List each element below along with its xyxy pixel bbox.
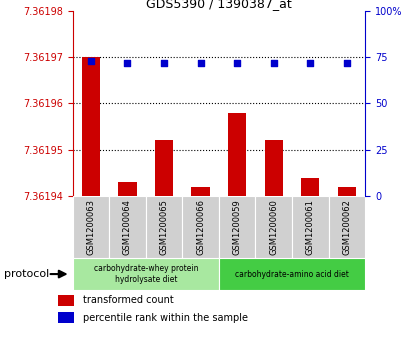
Text: GSM1200059: GSM1200059 [233, 199, 242, 255]
Text: GSM1200061: GSM1200061 [306, 199, 315, 255]
Text: protocol: protocol [4, 269, 49, 279]
Bar [58, 295, 74, 306]
Bar [256, 196, 292, 258]
Bar [292, 196, 329, 258]
Bar [338, 187, 356, 196]
Bar [301, 178, 320, 196]
Bar [146, 196, 182, 258]
Text: GSM1200060: GSM1200060 [269, 199, 278, 255]
Text: GSM1200062: GSM1200062 [342, 199, 352, 255]
Bar [73, 196, 109, 258]
Bar [191, 187, 210, 196]
Text: transformed count: transformed count [83, 295, 174, 305]
Bar [329, 196, 365, 258]
Bar [82, 57, 100, 196]
Bar [58, 312, 74, 323]
Text: GSM1200065: GSM1200065 [159, 199, 168, 255]
Point [234, 60, 241, 66]
Bar [155, 140, 173, 196]
Point [344, 60, 350, 66]
Text: GSM1200066: GSM1200066 [196, 199, 205, 255]
Text: GSM1200063: GSM1200063 [86, 199, 95, 255]
Bar [228, 113, 247, 196]
Bar [182, 196, 219, 258]
Bar [219, 258, 365, 290]
Text: carbohydrate-amino acid diet: carbohydrate-amino acid diet [235, 270, 349, 278]
Text: GSM1200064: GSM1200064 [123, 199, 132, 255]
Point [88, 58, 94, 64]
Bar [219, 196, 256, 258]
Bar [118, 182, 137, 196]
Point [307, 60, 314, 66]
Bar [73, 258, 219, 290]
Title: GDS5390 / 1390387_at: GDS5390 / 1390387_at [146, 0, 292, 10]
Bar [265, 140, 283, 196]
Text: carbohydrate-whey protein
hydrolysate diet: carbohydrate-whey protein hydrolysate di… [93, 264, 198, 284]
Point [271, 60, 277, 66]
Point [197, 60, 204, 66]
Bar [109, 196, 146, 258]
Point [124, 60, 131, 66]
Text: percentile rank within the sample: percentile rank within the sample [83, 313, 248, 323]
Point [161, 60, 167, 66]
